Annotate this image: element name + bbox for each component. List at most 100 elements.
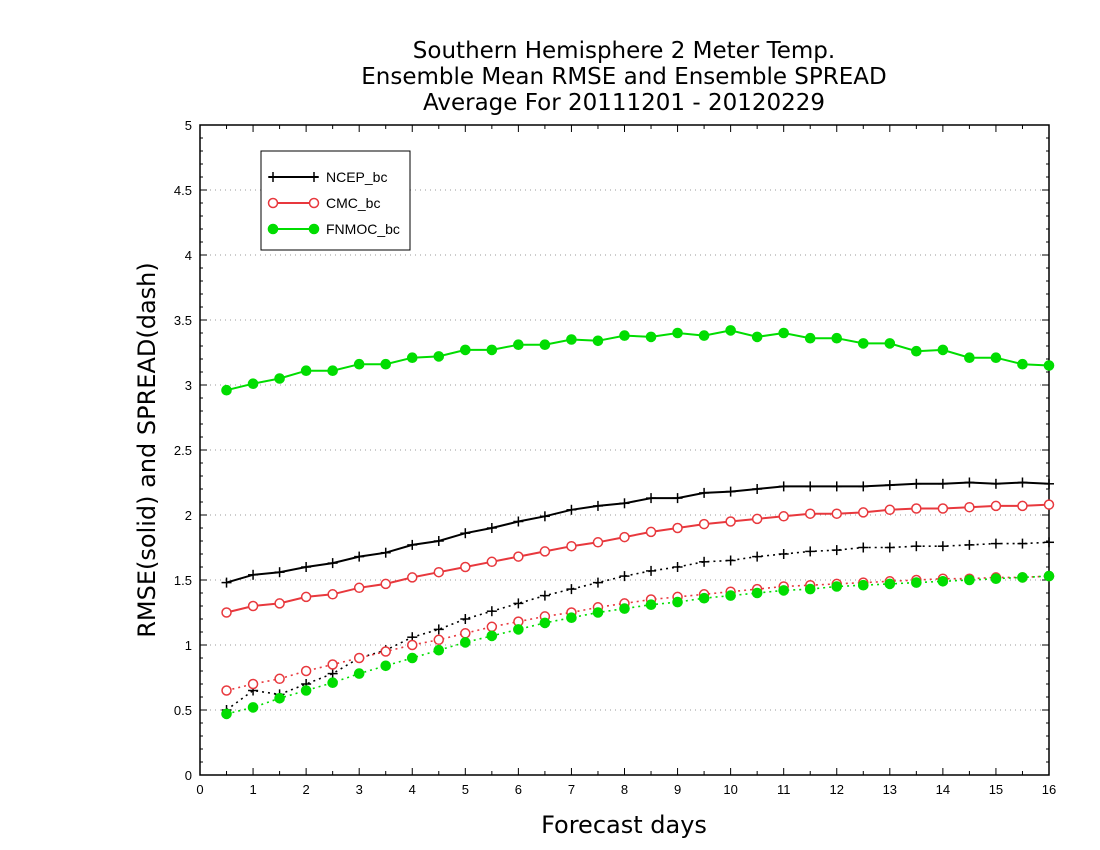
series-ncep-bc-spread-point xyxy=(752,551,763,562)
series-cmc-bc-rmse-point xyxy=(831,508,842,519)
x-tick-label: 12 xyxy=(830,782,844,797)
series-fnmoc-bc-rmse-point xyxy=(964,352,975,364)
series-cmc-bc-spread-point xyxy=(380,646,391,657)
series-fnmoc-bc-spread-point xyxy=(1043,570,1055,582)
series-ncep-bc-spread-point xyxy=(513,598,524,609)
series-fnmoc-bc-spread-point xyxy=(247,702,259,713)
series-cmc-bc-rmse-point xyxy=(539,546,551,557)
series-cmc-bc-rmse-point xyxy=(221,607,232,618)
series-ncep-bc-spread-point xyxy=(1044,537,1054,548)
series-ncep-bc-rmse-point xyxy=(1017,477,1028,488)
series-ncep-bc-spread-point xyxy=(805,546,816,557)
series-ncep-bc-rmse-point xyxy=(592,500,603,511)
series-ncep-bc-rmse-point xyxy=(301,562,312,572)
series-fnmoc-bc-spread-point xyxy=(831,581,843,592)
series-ncep-bc-rmse-point xyxy=(858,481,869,492)
series-fnmoc-bc-rmse-point xyxy=(1017,358,1028,370)
series-cmc-bc-rmse-point xyxy=(380,578,391,590)
series-cmc-bc-rmse-point xyxy=(300,591,312,603)
series-fnmoc-bc-rmse-point xyxy=(221,384,232,396)
series-fnmoc-bc-spread-point xyxy=(300,685,312,696)
series-ncep-bc-spread-point xyxy=(327,668,338,679)
series-cmc-bc-spread-point xyxy=(247,678,259,690)
chart-title: Southern Hemisphere 2 Meter Temp. Ensemb… xyxy=(361,38,886,116)
series-ncep-bc-rmse-point xyxy=(513,516,524,527)
series-cmc-bc-rmse-point xyxy=(804,508,816,519)
series-ncep-bc-spread-point xyxy=(990,538,1001,549)
series-cmc-bc-rmse-point xyxy=(247,600,259,612)
y-axis-label: RMSE(solid) and SPREAD(dash) xyxy=(133,262,161,638)
legend-marker-ncep-bc-end xyxy=(309,172,319,182)
series-fnmoc-bc-spread-point xyxy=(645,599,657,611)
series-ncep-bc-rmse-point xyxy=(566,504,577,515)
series-cmc-bc-spread-point xyxy=(407,639,418,651)
series-fnmoc-bc-spread-point xyxy=(884,578,896,590)
y-tick-label: 0 xyxy=(185,768,192,783)
series-fnmoc-bc-spread-point xyxy=(857,579,869,591)
series-cmc-bc-rmse-point xyxy=(937,503,949,514)
series-cmc-bc-rmse-point xyxy=(964,501,975,513)
series-fnmoc-bc-rmse-point xyxy=(433,351,445,362)
series-cmc-bc-rmse-point xyxy=(353,582,365,594)
series-cmc-bc-rmse-point xyxy=(433,566,445,578)
series-ncep-bc-rmse-point xyxy=(619,498,630,509)
series-cmc-bc-spread-point xyxy=(327,659,338,670)
series-cmc-bc-rmse-point xyxy=(486,556,498,568)
series-cmc-bc-spread-point xyxy=(433,634,445,646)
series-fnmoc-bc-rmse-point xyxy=(645,331,657,343)
series-cmc-bc-rmse-point xyxy=(884,504,896,516)
series-fnmoc-bc-rmse-line xyxy=(226,329,1050,392)
series-cmc-bc-rmse-point xyxy=(1017,500,1028,512)
y-tick-label: 2 xyxy=(185,508,192,523)
x-axis: 0 1 2 3 4 5 6 7 8 9 10 11 12 13 14 15 16 xyxy=(196,125,1056,797)
series-ncep-bc-rmse-point xyxy=(990,478,1001,489)
legend-box xyxy=(260,150,411,251)
series-fnmoc-bc-spread-point xyxy=(778,585,789,596)
series-ncep-bc-rmse-point xyxy=(248,569,259,580)
y-tick-label: 3.5 xyxy=(174,313,192,328)
y-tick-label: 0.5 xyxy=(174,703,192,718)
series-cmc-bc-rmse-point xyxy=(407,572,418,583)
series-fnmoc-bc-rmse-point xyxy=(353,358,365,370)
series-cmc-bc-spread-point xyxy=(221,685,232,696)
legend-label-fnmoc-bc: FNMOC_bc xyxy=(326,221,400,237)
series-ncep-bc-rmse-point xyxy=(460,528,471,539)
x-tick-label: 4 xyxy=(409,782,416,797)
series-fnmoc-bc-rmse-point xyxy=(990,352,1002,364)
series-ncep-bc-rmse-point xyxy=(539,511,550,522)
series-fnmoc-bc-spread-point xyxy=(1017,572,1028,583)
legend-label-ncep-bc: NCEP_bc xyxy=(326,169,387,185)
series-ncep-bc-rmse-point xyxy=(433,536,444,546)
x-tick-label: 8 xyxy=(621,782,628,797)
series-cmc-bc-spread-line xyxy=(226,575,1050,692)
series-ncep-bc-rmse-point xyxy=(937,478,948,489)
series-ncep-bc-spread-point xyxy=(831,545,842,556)
series-fnmoc-bc-spread-point xyxy=(327,677,338,689)
series-ncep-bc-spread-point xyxy=(778,549,789,559)
series-fnmoc-bc-rmse-point xyxy=(672,327,683,339)
series-fnmoc-bc-rmse-point xyxy=(884,338,896,349)
series-fnmoc-bc-spread-point xyxy=(380,660,392,672)
x-tick-label: 2 xyxy=(303,782,310,797)
series-ncep-bc-rmse-point xyxy=(831,481,842,492)
series-fnmoc-bc-rmse-point xyxy=(566,334,577,345)
series-fnmoc-bc-rmse-point xyxy=(460,344,471,356)
series-cmc-bc-rmse-point xyxy=(513,551,524,562)
series-fnmoc-bc-spread-point xyxy=(513,624,524,635)
series-ncep-bc-rmse-point xyxy=(964,477,975,488)
series-cmc-bc-rmse-point xyxy=(619,531,630,543)
series-cmc-bc-rmse-point xyxy=(911,503,922,514)
y-tick-label: 4.5 xyxy=(174,183,192,198)
legend-marker-fnmoc-bc-start xyxy=(267,223,279,235)
series-ncep-bc-rmse-point xyxy=(354,551,365,562)
series-fnmoc-bc-spread-point xyxy=(406,652,418,664)
y-tick-label: 1.5 xyxy=(174,573,192,588)
series-ncep-bc-rmse-point xyxy=(407,539,418,550)
series-fnmoc-bc-spread-point xyxy=(353,668,365,679)
series-cmc-bc-spread-point xyxy=(300,665,312,677)
series-fnmoc-bc-spread-point xyxy=(592,607,604,618)
series-ncep-bc-spread-point xyxy=(725,555,736,566)
series-cmc-bc-rmse-point xyxy=(1043,499,1055,510)
legend-marker-cmc-bc-start xyxy=(267,197,279,209)
